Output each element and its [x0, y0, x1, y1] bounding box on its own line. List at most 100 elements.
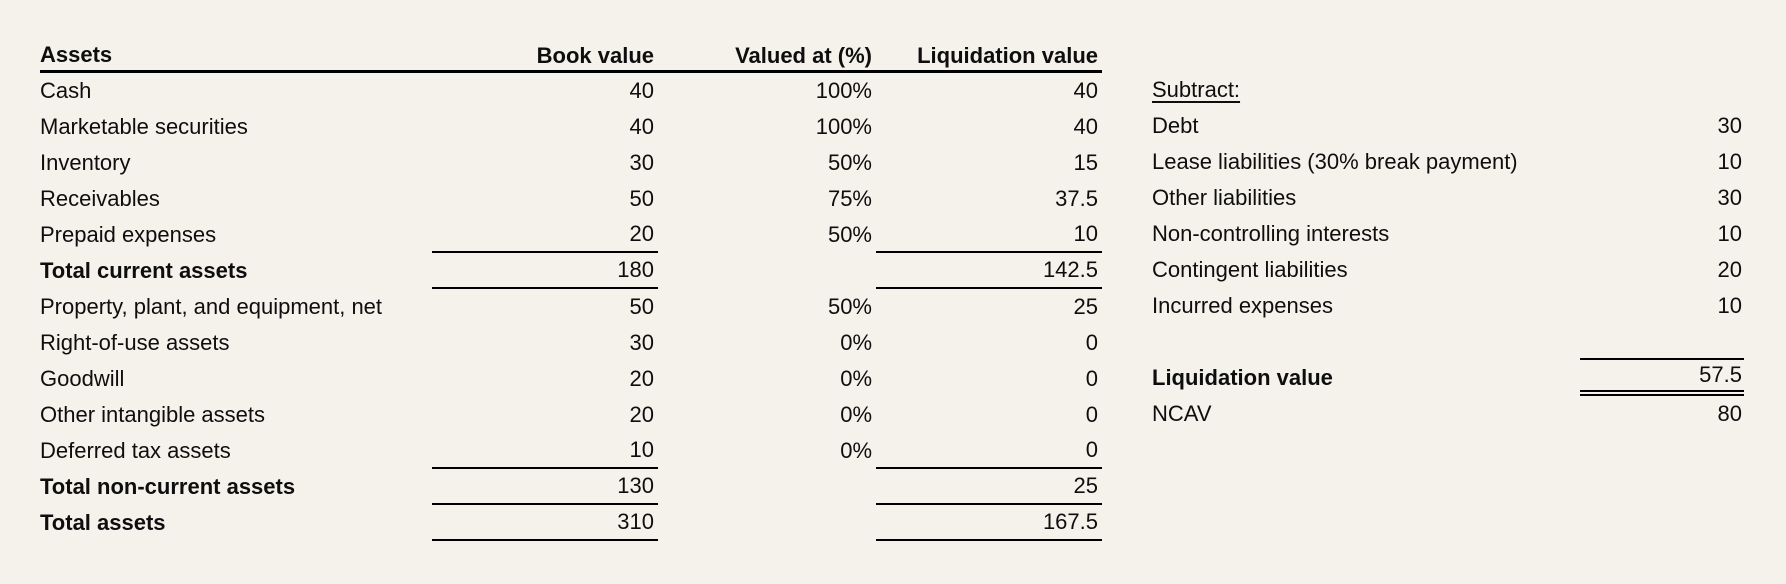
- row-label: Receivables: [40, 186, 160, 211]
- valued-at-cell: 0%: [840, 366, 872, 391]
- liquidation-value-cell: 142.5: [876, 253, 1102, 289]
- table-row-total-current-assets: Total current assets 180 142.5: [40, 253, 1102, 289]
- row-label: Total assets: [40, 510, 166, 535]
- liability-label: Lease liabilities (30% break payment): [1152, 149, 1518, 174]
- row-label: Right-of-use assets: [40, 330, 230, 355]
- liquidation-value-cell: 0: [1085, 402, 1098, 427]
- header-book-value: Book value: [536, 43, 654, 68]
- valued-at-cell: 50%: [827, 294, 872, 319]
- table-row: Property, plant, and equipment, net 50 5…: [40, 289, 1102, 325]
- table-row: Goodwill 20 0% 0: [40, 361, 1102, 397]
- worksheet-layout: Assets Book value Valued at (%) Liquidat…: [40, 40, 1744, 541]
- liability-label: Contingent liabilities: [1152, 257, 1348, 282]
- liquidation-value-cell: 167.5: [876, 505, 1102, 541]
- liability-value: [1580, 72, 1744, 108]
- book-value-cell: 310: [432, 505, 658, 541]
- liquidation-value-cell: 37.5: [1055, 186, 1098, 211]
- book-value-cell: 30: [629, 150, 654, 175]
- valued-at-cell: [658, 505, 876, 541]
- table-row-total-assets: Total assets 310 167.5: [40, 505, 1102, 541]
- book-value-cell: 50: [629, 294, 654, 319]
- blank-cell: [1152, 324, 1580, 360]
- liquidation-value-cell: 25: [1073, 294, 1098, 319]
- table-row: Deferred tax assets 10 0% 0: [40, 433, 1102, 469]
- liquidation-value-cell: 0: [1085, 366, 1098, 391]
- book-value-cell: 180: [432, 253, 658, 289]
- liability-label: Debt: [1152, 113, 1199, 138]
- valued-at-cell: 100%: [815, 78, 872, 103]
- book-value-cell: 10: [432, 433, 658, 469]
- liability-label: Other liabilities: [1152, 185, 1297, 210]
- book-value-cell: 130: [432, 469, 658, 505]
- header-valued-at: Valued at (%): [735, 43, 872, 68]
- book-value-cell: 50: [629, 186, 654, 211]
- valued-at-cell: 75%: [827, 186, 872, 211]
- row-label: Inventory: [40, 150, 131, 175]
- subtract-title: Subtract:: [1152, 77, 1241, 102]
- total-label: Liquidation value: [1152, 365, 1333, 390]
- total-value: 57.5: [1580, 360, 1744, 396]
- book-value-cell: 20: [629, 402, 654, 427]
- valued-at-cell: 50%: [827, 150, 872, 175]
- valued-at-cell: 0%: [840, 330, 872, 355]
- liquidation-value-cell: 0: [876, 433, 1102, 469]
- liability-label: Non-controlling interests: [1152, 221, 1390, 246]
- liability-value: 20: [1717, 257, 1742, 282]
- row-label: Total current assets: [40, 258, 248, 283]
- liability-row: Contingent liabilities 20: [1152, 252, 1744, 288]
- blank-cell: [1580, 324, 1744, 360]
- valued-at-cell: 50%: [827, 222, 872, 247]
- subtract-panel-spacer: [1152, 40, 1744, 72]
- assets-table-header: Assets Book value Valued at (%) Liquidat…: [40, 40, 1102, 73]
- book-value-cell: 20: [432, 217, 658, 253]
- liquidation-value-cell: 15: [1073, 150, 1098, 175]
- table-row-total-non-current-assets: Total non-current assets 130 25: [40, 469, 1102, 505]
- book-value-cell: 30: [629, 330, 654, 355]
- table-row: Right-of-use assets 30 0% 0: [40, 325, 1102, 361]
- liability-value: 30: [1717, 113, 1742, 138]
- liquidation-value-cell: 25: [876, 469, 1102, 505]
- valued-at-cell: 0%: [840, 438, 872, 463]
- book-value-cell: 40: [629, 114, 654, 139]
- table-row: Other intangible assets 20 0% 0: [40, 397, 1102, 433]
- total-label: NCAV: [1152, 401, 1212, 426]
- row-label: Property, plant, and equipment, net: [40, 294, 383, 319]
- row-label: Other intangible assets: [40, 402, 266, 427]
- book-value-cell: 20: [629, 366, 654, 391]
- table-row: Receivables 50 75% 37.5: [40, 181, 1102, 217]
- book-value-cell: 40: [629, 78, 654, 103]
- subtract-title-row: Subtract:: [1152, 72, 1744, 108]
- liability-row: Other liabilities 30: [1152, 180, 1744, 216]
- row-label: Prepaid expenses: [40, 222, 217, 247]
- liquidation-value-cell: 40: [1073, 78, 1098, 103]
- ncav-row: NCAV 80: [1152, 396, 1744, 432]
- blank-row: [1152, 324, 1744, 360]
- row-label: Total non-current assets: [40, 474, 296, 499]
- liability-value: 10: [1717, 221, 1742, 246]
- table-row: Marketable securities 40 100% 40: [40, 109, 1102, 145]
- liability-value: 30: [1717, 185, 1742, 210]
- row-label: Marketable securities: [40, 114, 248, 139]
- subtract-panel: Subtract: Debt 30 Lease liabilities (30%…: [1152, 40, 1744, 432]
- table-row: Prepaid expenses 20 50% 10: [40, 217, 1102, 253]
- valued-at-cell: 0%: [840, 402, 872, 427]
- liability-row: Non-controlling interests 10: [1152, 216, 1744, 252]
- liquidation-value-cell: 0: [1085, 330, 1098, 355]
- liquidation-value-total-row: Liquidation value 57.5: [1152, 360, 1744, 396]
- row-label: Cash: [40, 78, 92, 103]
- liability-label: Incurred expenses: [1152, 293, 1333, 318]
- liquidation-value-cell: 40: [1073, 114, 1098, 139]
- liability-value: 10: [1717, 293, 1742, 318]
- liquidation-value-cell: 10: [876, 217, 1102, 253]
- valued-at-cell: [658, 469, 876, 505]
- liability-row: Incurred expenses 10: [1152, 288, 1744, 324]
- liability-row: Lease liabilities (30% break payment) 10: [1152, 144, 1744, 180]
- liability-row: Debt 30: [1152, 108, 1744, 144]
- valued-at-cell: 100%: [815, 114, 872, 139]
- valued-at-cell: [658, 253, 876, 289]
- liability-value: 10: [1717, 149, 1742, 174]
- header-liquidation-value: Liquidation value: [917, 43, 1098, 68]
- row-label: Goodwill: [40, 366, 125, 391]
- assets-table: Assets Book value Valued at (%) Liquidat…: [40, 40, 1102, 541]
